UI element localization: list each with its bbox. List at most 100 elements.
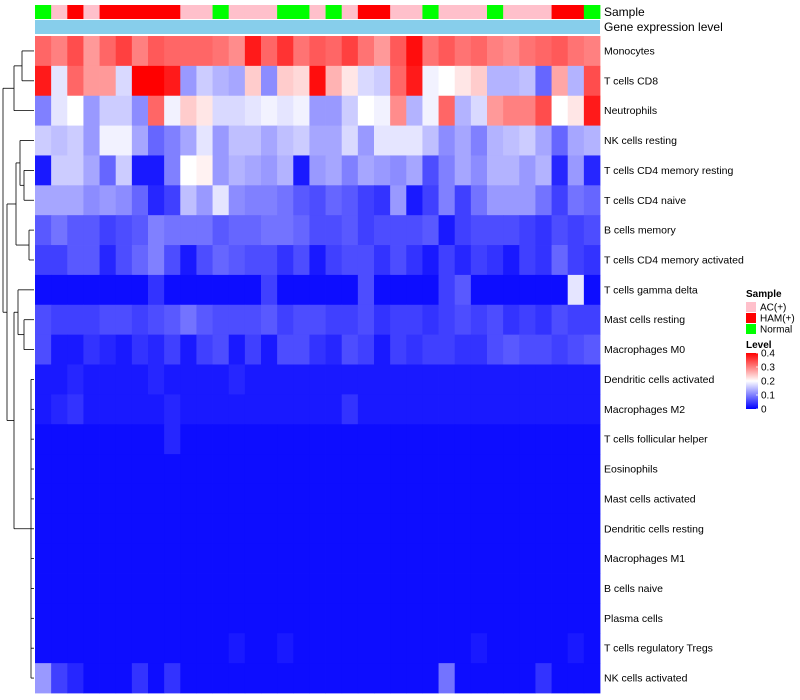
sample-annotation-cell [293,5,310,19]
heatmap-cell [83,633,100,664]
heatmap-cell [212,125,230,156]
legend-tick-label: 0.2 [761,377,775,388]
sample-annotation-cell [519,5,536,19]
heatmap-cell [325,155,343,186]
heatmap-cell [341,334,359,365]
heatmap-cell [357,364,375,395]
heatmap-cell [535,274,552,306]
heatmap-cell [454,364,472,395]
heatmap-cell [341,215,359,246]
heatmap-cell [261,245,278,276]
heatmap-cell [567,245,585,276]
heatmap-cell [519,633,536,664]
heatmap-cell [309,125,326,156]
heatmap-cell [244,65,262,97]
sample-annotation-cell [390,5,407,19]
heatmap-cell [277,424,294,455]
heatmap-cell [131,95,149,126]
legend-label: AC(+) [760,303,786,314]
heatmap-cell [212,185,230,216]
heatmap-cell [261,483,278,515]
sample-annotation-label: Sample [604,5,645,19]
heatmap-cell [470,364,488,395]
legend-swatch [746,313,756,323]
heatmap-cell [519,573,536,604]
heatmap-cell [357,95,375,126]
heatmap-cell [535,513,552,545]
heatmap-cell [325,513,343,545]
heatmap-cell [148,334,165,365]
heatmap-cell [341,274,359,306]
heatmap-cell [67,424,84,455]
heatmap-cell [374,245,391,276]
heatmap-cell [244,95,262,126]
heatmap-cell [261,364,278,395]
heatmap-cell [115,215,133,246]
heatmap-cell [67,185,84,216]
heatmap-cell [487,274,504,306]
heatmap-cell [67,215,84,246]
heatmap-cell [551,483,569,515]
heatmap-cell [422,663,439,694]
heatmap-cell [99,364,117,395]
heatmap-cell [212,633,230,664]
heatmap-cell [35,573,52,604]
heatmap-cell [164,394,181,425]
sample-annotation-cell [487,5,504,19]
heatmap-cell [131,483,149,515]
heatmap-cell [277,603,294,634]
heatmap-cell [374,215,391,246]
row-label: T cells CD8 [604,75,658,87]
legend-tick-label: 0.3 [761,363,775,374]
heatmap-cell [115,573,133,604]
heatmap-cell [212,424,230,455]
heatmap-cell [35,483,52,515]
heatmap-cell [470,304,488,336]
heatmap-cell [519,304,536,336]
heatmap-cell [35,424,52,455]
heatmap-cell [164,573,181,604]
heatmap-cell [309,215,326,246]
heatmap-cell [454,95,472,126]
heatmap-cell [357,513,375,545]
heatmap-cell [519,454,536,485]
heatmap-cell [131,334,149,365]
heatmap-cell [519,543,536,574]
heatmap-cell [470,125,488,156]
heatmap-cell [454,125,472,156]
heatmap-cell [454,663,472,694]
heatmap-cell [470,215,488,246]
heatmap-cell [519,274,536,306]
heatmap-cell [374,394,391,425]
heatmap-cell [309,603,326,634]
heatmap-cell [519,603,536,634]
heatmap-cell [99,483,117,515]
heatmap-cell [35,394,52,425]
heatmap-cell [212,95,230,126]
heatmap-cell [51,663,68,694]
heatmap-cell [454,513,472,545]
heatmap-cell [390,663,407,694]
heatmap-cell [357,483,375,515]
heatmap-cell [583,483,601,515]
legend-level-colorbar [746,353,758,409]
heatmap-cell [148,215,165,246]
heatmap-cell [309,663,326,694]
heatmap-cell [309,424,326,455]
heatmap-cell [309,65,326,97]
heatmap-cell [180,65,197,97]
heatmap-cell [196,603,213,634]
heatmap-cell [487,155,504,186]
heatmap-cell [390,215,407,246]
heatmap-cell [390,304,407,336]
sample-annotation-cell [277,5,294,19]
heatmap-cell [261,633,278,664]
heatmap-cell [244,513,262,545]
heatmap-cell [277,125,294,156]
heatmap-cell [357,573,375,604]
sample-annotation-cell [164,5,181,19]
heatmap-cell [293,483,310,515]
heatmap-cell [406,185,423,216]
heatmap-cell [309,573,326,604]
row-label: Macrophages M2 [604,404,685,416]
